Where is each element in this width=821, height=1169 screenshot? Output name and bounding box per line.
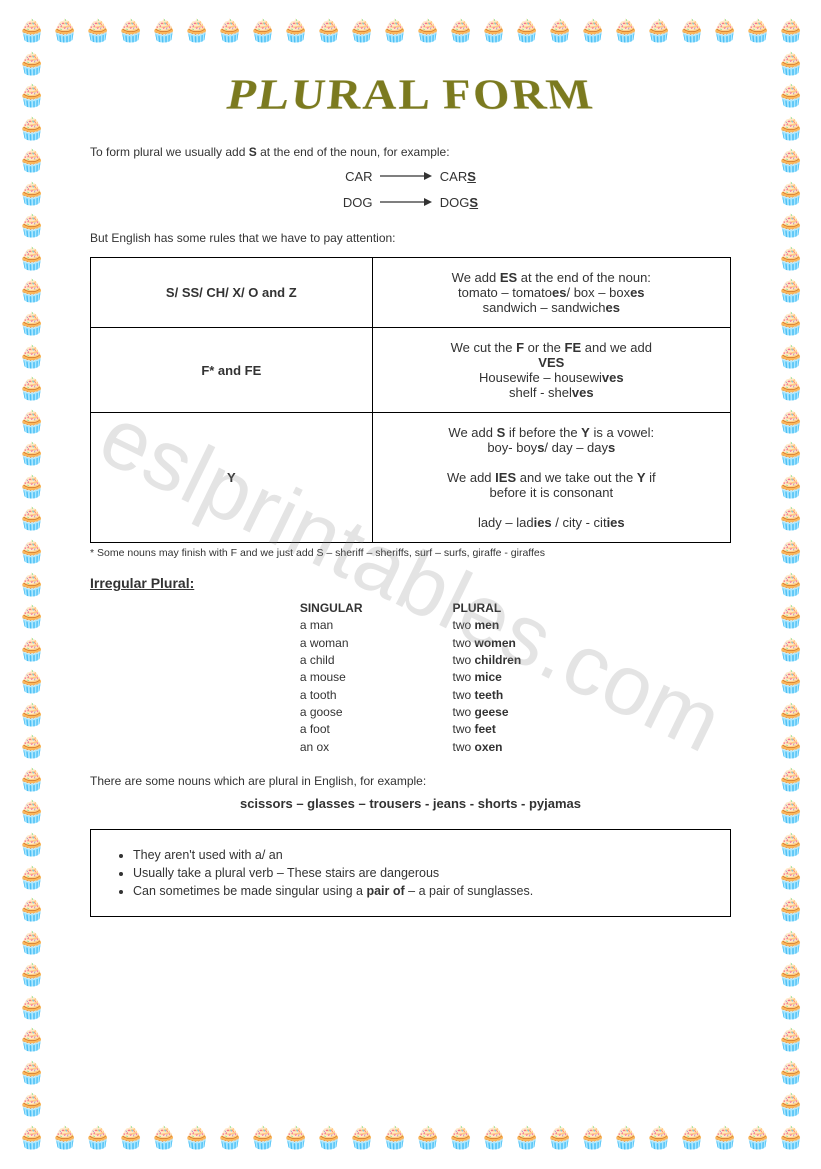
muffin-icon: 🧁: [777, 1027, 803, 1053]
muffin-icon: 🧁: [183, 1125, 209, 1151]
rule-right: We cut the F or the FE and we addVESHous…: [372, 328, 730, 413]
muffin-icon: 🧁: [51, 1125, 77, 1151]
arrow-icon: [376, 196, 436, 211]
plural-item: two women: [452, 635, 521, 652]
plural-item: two oxen: [452, 739, 521, 756]
muffin-icon: 🧁: [777, 1060, 803, 1086]
example-row: CAR CARS: [90, 169, 731, 185]
rule-left: Y: [91, 413, 373, 543]
plural-item: two teeth: [452, 687, 521, 704]
plural-only-intro: There are some nouns which are plural in…: [90, 774, 731, 788]
muffin-icon: 🧁: [216, 1125, 242, 1151]
muffin-icon: 🧁: [777, 995, 803, 1021]
rule-left: F* and FE: [91, 328, 373, 413]
plural-only-list: scissors – glasses – trousers - jeans - …: [90, 796, 731, 811]
example-from: DOG: [343, 195, 373, 210]
rules-table: S/ SS/ CH/ X/ O and ZWe add ES at the en…: [90, 257, 731, 543]
plural-column: PLURAL two mentwo womentwo childrentwo m…: [452, 601, 521, 756]
singular-item: a mouse: [300, 669, 363, 686]
muffin-icon: 🧁: [282, 1125, 308, 1151]
plural-item: two men: [452, 617, 521, 634]
example-row: DOG DOGS: [90, 195, 731, 211]
singular-column: SINGULAR a mana womana childa mousea too…: [300, 601, 363, 756]
muffin-icon: 🧁: [381, 1125, 407, 1151]
muffin-icon: 🧁: [18, 962, 44, 988]
example-from: CAR: [345, 169, 372, 184]
muffin-icon: 🧁: [84, 1125, 110, 1151]
intro1-pre: To form plural we usually add: [90, 145, 249, 159]
plural-header: PLURAL: [452, 601, 521, 615]
muffin-icon: 🧁: [348, 1125, 374, 1151]
muffin-icon: 🧁: [447, 1125, 473, 1151]
note-item: They aren't used with a/ an: [133, 848, 710, 862]
singular-item: a goose: [300, 704, 363, 721]
intro1-bold: S: [249, 145, 257, 159]
example-to: DOGS: [440, 195, 478, 210]
muffin-icon: 🧁: [513, 1125, 539, 1151]
muffin-icon: 🧁: [18, 1092, 44, 1118]
plural-item: two mice: [452, 669, 521, 686]
muffin-icon: 🧁: [18, 1060, 44, 1086]
example-to: CARS: [440, 169, 476, 184]
muffin-icon: 🧁: [414, 1125, 440, 1151]
singular-item: a man: [300, 617, 363, 634]
muffin-icon: 🧁: [18, 1125, 44, 1151]
muffin-icon: 🧁: [18, 995, 44, 1021]
singular-item: a foot: [300, 721, 363, 738]
muffin-icon: 🧁: [315, 1125, 341, 1151]
singular-header: SINGULAR: [300, 601, 363, 615]
notes-box: They aren't used with a/ an Usually take …: [90, 829, 731, 917]
intro1-post: at the end of the noun, for example:: [257, 145, 450, 159]
worksheet-page: 🧁🧁🧁🧁🧁🧁🧁🧁🧁🧁🧁🧁🧁🧁🧁🧁🧁🧁🧁🧁🧁🧁🧁🧁🧁🧁🧁🧁🧁🧁🧁🧁🧁🧁🧁🧁🧁🧁🧁🧁…: [0, 0, 821, 1169]
examples-block: CAR CARS DOG DOGS: [90, 169, 731, 211]
muffin-icon: 🧁: [117, 1125, 143, 1151]
arrow-icon: [376, 170, 436, 185]
singular-item: a woman: [300, 635, 363, 652]
muffin-icon: 🧁: [711, 1125, 737, 1151]
muffin-icon: 🧁: [777, 1125, 803, 1151]
rule-right: We add ES at the end of the noun:tomato …: [372, 258, 730, 328]
muffin-icon: 🧁: [612, 1125, 638, 1151]
muffin-icon: 🧁: [18, 1027, 44, 1053]
page-title: PLURAL FORM: [90, 70, 731, 120]
plural-item: two geese: [452, 704, 521, 721]
irregular-title: Irregular Plural:: [90, 575, 731, 591]
plural-item: two children: [452, 652, 521, 669]
footnote: * Some nouns may finish with F and we ju…: [90, 547, 731, 559]
note-item: Usually take a plural verb – These stair…: [133, 866, 710, 880]
muffin-icon: 🧁: [150, 1125, 176, 1151]
rule-left: S/ SS/ CH/ X/ O and Z: [91, 258, 373, 328]
note-item: Can sometimes be made singular using a p…: [133, 884, 710, 898]
muffin-icon: 🧁: [645, 1125, 671, 1151]
notes-list: They aren't used with a/ an Usually take …: [111, 848, 710, 898]
muffin-icon: 🧁: [678, 1125, 704, 1151]
muffin-icon: 🧁: [744, 1125, 770, 1151]
singular-item: an ox: [300, 739, 363, 756]
muffin-icon: 🧁: [777, 1092, 803, 1118]
singular-item: a tooth: [300, 687, 363, 704]
singular-item: a child: [300, 652, 363, 669]
content-area: PLURAL FORM To form plural we usually ad…: [35, 35, 786, 947]
plural-item: two feet: [452, 721, 521, 738]
intro-line-1: To form plural we usually add S at the e…: [90, 145, 731, 159]
rule-right: We add S if before the Y is a vowel:boy-…: [372, 413, 730, 543]
muffin-icon: 🧁: [480, 1125, 506, 1151]
muffin-icon: 🧁: [546, 1125, 572, 1151]
muffin-icon: 🧁: [777, 962, 803, 988]
intro-line-2: But English has some rules that we have …: [90, 231, 731, 245]
muffin-icon: 🧁: [249, 1125, 275, 1151]
muffin-icon: 🧁: [579, 1125, 605, 1151]
irregular-columns: SINGULAR a mana womana childa mousea too…: [90, 601, 731, 756]
